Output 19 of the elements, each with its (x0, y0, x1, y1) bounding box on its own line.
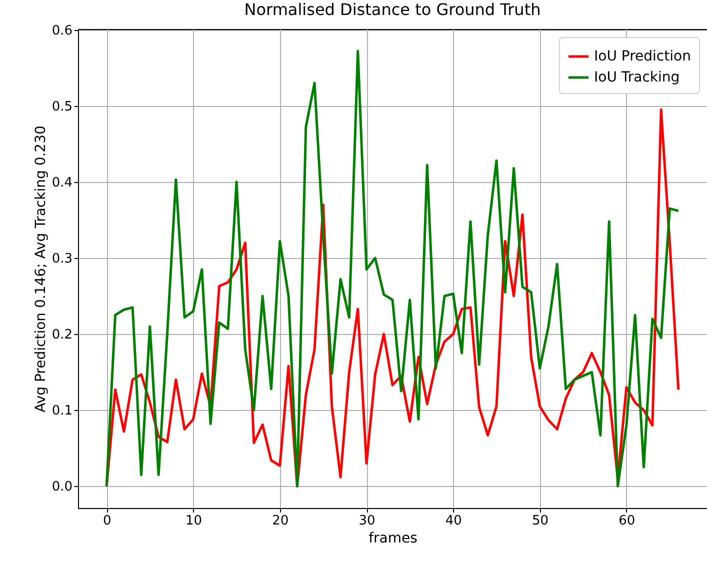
y-tick-label: 0.1 (52, 404, 72, 419)
y-tick-label: 0.4 (52, 175, 72, 190)
x-tick-label: 0 (102, 514, 112, 528)
x-tick-label: 20 (272, 514, 289, 528)
y-tick-label: 0.0 (52, 480, 72, 495)
x-tick-label: 30 (358, 514, 376, 528)
chart-title: Normalised Distance to Ground Truth (244, 0, 541, 19)
y-axis-title: Avg Prediction 0.146; Avg Tracking 0.230 (32, 126, 49, 412)
y-tick-label: 0.6 (52, 23, 72, 38)
y-tick-label: 0.5 (52, 99, 72, 114)
y-tick-label: 0.2 (52, 328, 72, 343)
legend-label: IoU Tracking (594, 70, 680, 86)
x-tick-label: 60 (618, 514, 636, 528)
x-axis-title: frames (368, 530, 418, 546)
x-tick-label: 40 (445, 514, 462, 528)
legend-label: IoU Prediction (594, 48, 691, 64)
x-tick-label: 10 (185, 514, 202, 528)
x-tick-label: 50 (532, 514, 549, 528)
y-tick-label: 0.3 (52, 252, 72, 266)
